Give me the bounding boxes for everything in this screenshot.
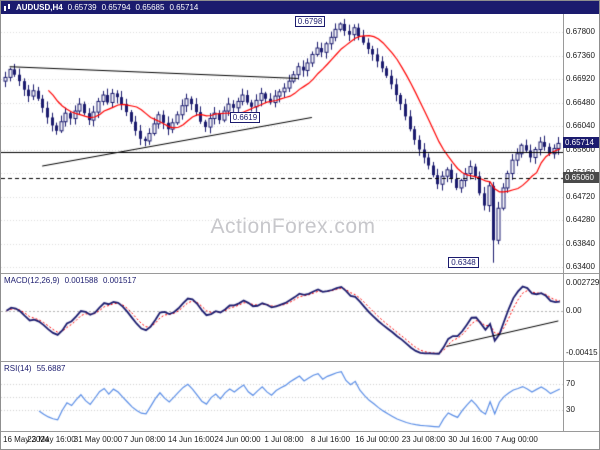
rsi-value: 55.6887 xyxy=(36,364,66,373)
macd-axis-label: -0.00415 xyxy=(566,348,598,357)
price-chart-canvas[interactable] xyxy=(1,14,563,273)
symbol-timeframe: AUDUSD,H4 xyxy=(16,3,63,12)
price-axis-label: 0.67800 xyxy=(566,27,595,36)
macd-axis-label: 0.002729 xyxy=(566,278,600,287)
ohlc-high: 0.65794 xyxy=(101,3,131,12)
ohlc-close: 0.65714 xyxy=(169,3,199,12)
date-axis-label: 23 Jul 08:00 xyxy=(401,435,446,444)
date-axis-label: 14 Jun 16:00 xyxy=(167,435,215,444)
date-axis-label: 16 Jul 00:00 xyxy=(355,435,399,444)
price-axis-label: 0.66920 xyxy=(566,74,595,83)
date-axis-label: 7 Jun 08:00 xyxy=(123,435,166,444)
price-axis-label: 0.67360 xyxy=(566,50,595,60)
ohlc-open: 0.65739 xyxy=(67,3,97,12)
price-callout: 0.6798 xyxy=(294,16,326,28)
chart-title-bar: AUDUSD,H4 0.65739 0.65794 0.65685 0.6571… xyxy=(1,1,599,14)
date-axis-label: 30 Jul 16:00 xyxy=(448,435,492,444)
macd-name: MACD(12,26,9) xyxy=(4,276,60,285)
ohlc-low: 0.65685 xyxy=(135,3,165,12)
price-axis-label: 0.66040 xyxy=(566,121,595,130)
rsi-name: RSI(14) xyxy=(4,364,32,373)
panel-separator xyxy=(1,273,599,274)
price-callout: 0.6619 xyxy=(229,111,261,123)
price-callout: 0.6348 xyxy=(448,256,479,268)
panel-separator xyxy=(1,361,599,362)
date-axis-label: 8 Jul 16:00 xyxy=(310,435,351,444)
price-axis-label: 0.63400 xyxy=(566,262,595,271)
macd-value-main: 0.001588 xyxy=(64,276,98,285)
date-axis-label: 7 Aug 00:00 xyxy=(495,435,538,444)
macd-indicator-label: MACD(12,26,9) 0.001588 0.001517 xyxy=(4,276,136,285)
price-axis-label: 0.64720 xyxy=(566,191,595,201)
candlestick-chart-icon xyxy=(4,4,11,11)
macd-chart-canvas[interactable] xyxy=(1,274,563,361)
rsi-indicator-label: RSI(14) 55.6887 xyxy=(4,364,65,373)
current-price-badge: 0.65714 xyxy=(563,137,599,149)
date-axis-label: 24 Jun 00:00 xyxy=(214,435,261,444)
date-axis-label: 31 May 00:00 xyxy=(73,435,123,444)
price-axis-label: 0.64280 xyxy=(566,215,595,224)
price-axis-label: 0.65600 xyxy=(566,144,595,154)
panel-separator xyxy=(1,431,599,432)
date-axis-label: 16 May 2024 xyxy=(3,435,50,444)
macd-axis-label: 0.00 xyxy=(566,305,582,315)
rsi-axis-label: 70 xyxy=(566,378,575,388)
date-axis-label: 23 May 16:00 xyxy=(27,435,76,444)
date-axis-label: 1 Jul 08:00 xyxy=(264,435,304,444)
price-axis-line xyxy=(563,14,564,431)
price-level-badge: 0.65060 xyxy=(563,172,599,184)
macd-value-signal: 0.001517 xyxy=(102,276,137,285)
price-axis-label: 0.66480 xyxy=(566,97,595,107)
rsi-axis-label: 30 xyxy=(566,404,575,414)
price-axis-label: 0.63840 xyxy=(566,238,595,248)
rsi-chart-canvas[interactable] xyxy=(1,362,563,431)
